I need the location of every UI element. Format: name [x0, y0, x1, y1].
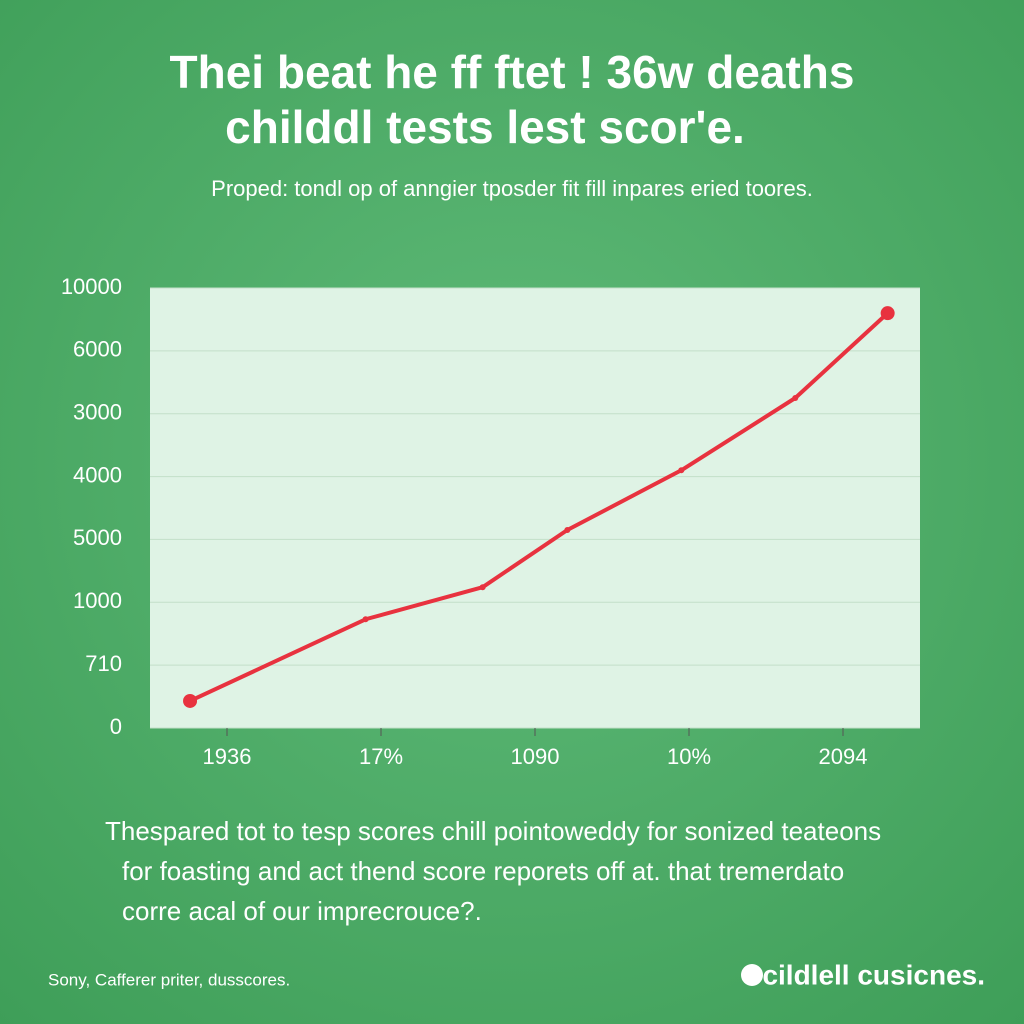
x-tick-label: 1936 [203, 744, 252, 769]
chart-subtitle: Proped: tondl op of anngier tposder fit … [211, 176, 813, 201]
brand-icon [741, 964, 763, 986]
point [564, 527, 571, 533]
x-tick-label: 17% [359, 744, 403, 769]
plot-area [150, 288, 920, 728]
x-tick-label: 1090 [511, 744, 560, 769]
brand: cildlell cusicnes. [762, 959, 985, 990]
point [479, 584, 486, 591]
body-text: Thespared tot to tesp scores chill point… [105, 816, 881, 846]
y-tick-label: 3000 [73, 400, 122, 425]
point [880, 306, 895, 321]
footer: Sony, Cafferer priter, dusscores. [48, 970, 290, 989]
point [183, 693, 198, 708]
y-tick-label: 710 [85, 651, 122, 676]
chart-title: childdl tests lest scor'e. [225, 101, 745, 153]
y-tick-label: 0 [110, 714, 122, 739]
y-tick-label: 6000 [73, 337, 122, 362]
point [362, 616, 369, 623]
y-tick-label: 5000 [73, 525, 122, 550]
x-tick-label: 10% [667, 744, 711, 769]
y-tick-label: 4000 [73, 462, 122, 487]
body-text: for foasting and act thend score reporet… [122, 856, 844, 886]
point [792, 395, 799, 401]
chart-title: Thei beat he ff ftet ! 36w deaths [170, 46, 855, 98]
y-tick-label: 1000 [73, 588, 122, 613]
x-tick-label: 2094 [819, 744, 868, 769]
y-tick-label: 10000 [61, 274, 122, 299]
point [678, 467, 685, 474]
body-text: corre acal of our imprecrouce?. [122, 896, 482, 926]
